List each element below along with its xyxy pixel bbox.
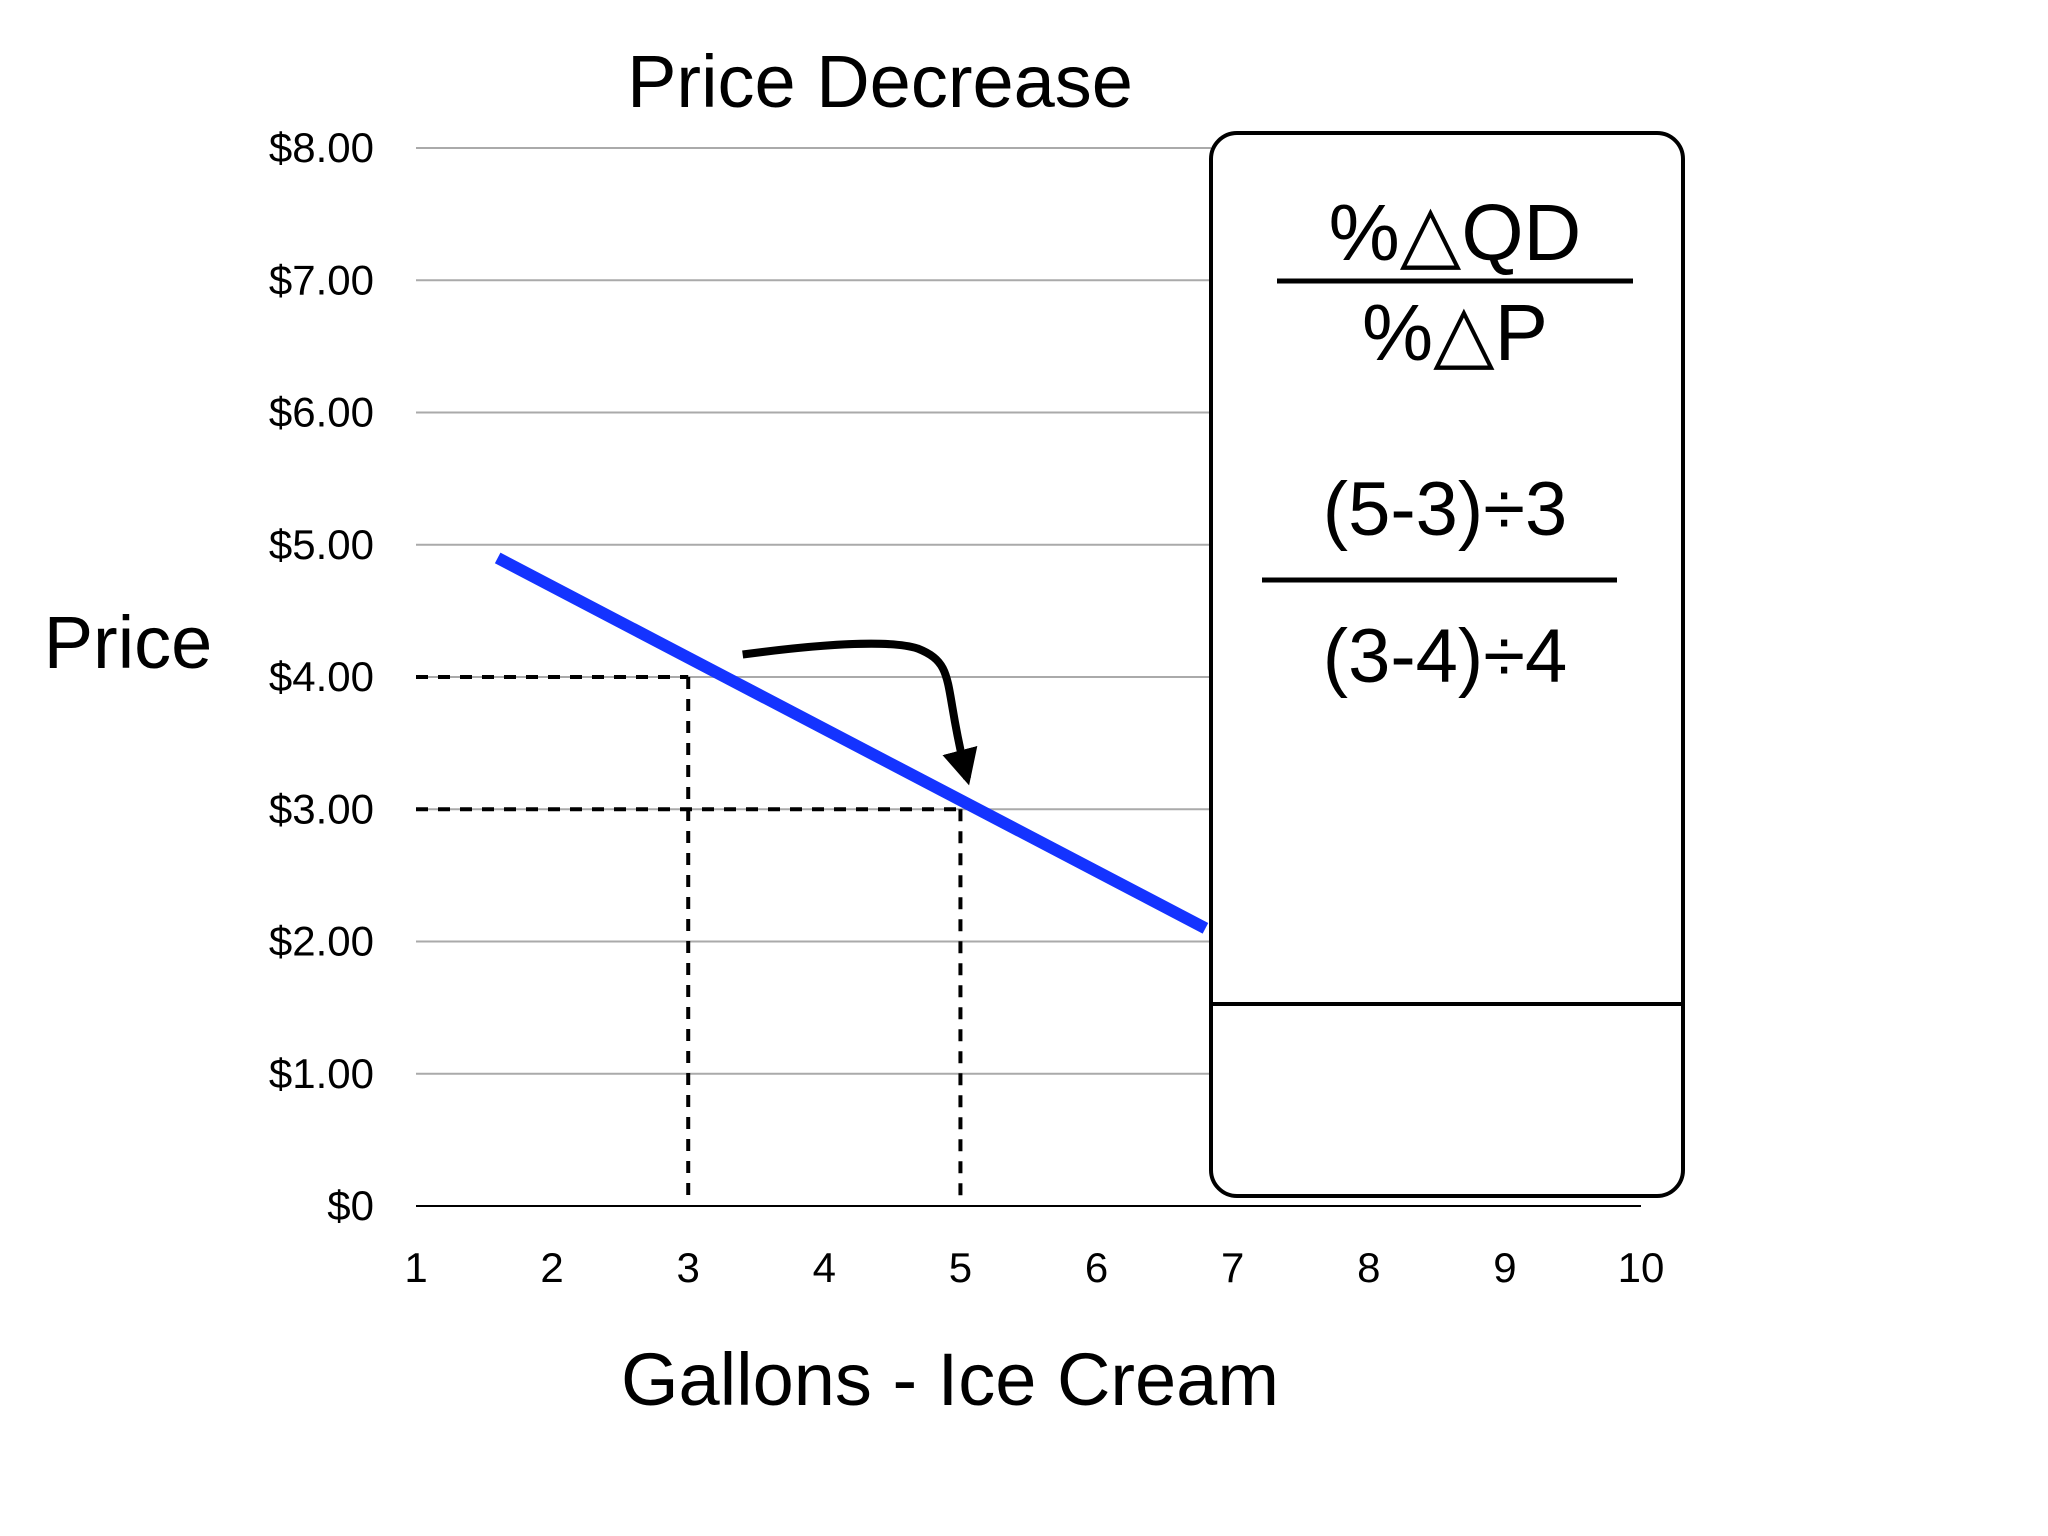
y-tick-label: $7.00: [269, 256, 374, 303]
x-tick-label: 3: [677, 1244, 700, 1291]
series-line: [494, 552, 1209, 934]
y-tick-labels: $0 $1.00 $2.00 $3.00 $4.00 $5.00 $6.00 $7.00 $8.…: [269, 124, 374, 1229]
x-tick-labels: 1 2 3 4 5 6 7 8 9 10: [404, 1244, 1664, 1291]
guide-lines: [416, 675, 963, 1206]
y-tick-label: $0: [327, 1182, 374, 1229]
y-tick-label: $3.00: [269, 785, 374, 832]
y-tick-label: $1.00: [269, 1050, 374, 1097]
chart-title: Price Decrease: [627, 40, 1133, 123]
y-tick-label: $6.00: [269, 389, 374, 436]
x-tick-label: 5: [949, 1244, 972, 1291]
x-tick-label: 2: [540, 1244, 563, 1291]
formula-box-frame: [1209, 131, 1685, 1198]
demand-curve: [494, 552, 1209, 934]
x-tick-label: 8: [1357, 1244, 1380, 1291]
formula-box: %△QD %△P (5-3)÷3 (3-4)÷4: [1209, 131, 1685, 1198]
formula-denominator: %△P: [1362, 288, 1548, 377]
y-tick-label: $5.00: [269, 521, 374, 568]
calc-denominator: (3-4)÷4: [1323, 614, 1567, 699]
x-tick-label: 10: [1618, 1244, 1665, 1291]
x-tick-label: 4: [813, 1244, 836, 1291]
y-tick-label: $2.00: [269, 918, 374, 965]
price-change-arrow: [742, 639, 978, 786]
x-tick-label: 9: [1493, 1244, 1516, 1291]
y-tick-label: $8.00: [269, 124, 374, 171]
x-tick-label: 7: [1221, 1244, 1244, 1291]
x-axis-label: Gallons - Ice Cream: [621, 1338, 1279, 1421]
calc-numerator: (5-3)÷3: [1323, 467, 1567, 552]
x-tick-label: 6: [1085, 1244, 1108, 1291]
y-axis-label: Price: [44, 601, 213, 684]
x-tick-label: 1: [404, 1244, 427, 1291]
y-tick-label: $4.00: [269, 653, 374, 700]
formula-numerator: %△QD: [1329, 188, 1582, 277]
